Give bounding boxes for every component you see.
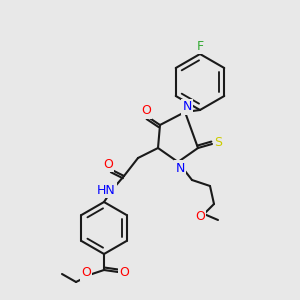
Text: N: N [175, 161, 185, 175]
Text: O: O [195, 211, 205, 224]
Text: S: S [214, 136, 222, 148]
Text: N: N [182, 100, 192, 113]
Text: F: F [196, 40, 204, 52]
Text: O: O [103, 158, 113, 170]
Text: O: O [119, 266, 129, 278]
Text: O: O [141, 104, 151, 118]
Text: O: O [81, 266, 91, 280]
Text: HN: HN [97, 184, 116, 196]
